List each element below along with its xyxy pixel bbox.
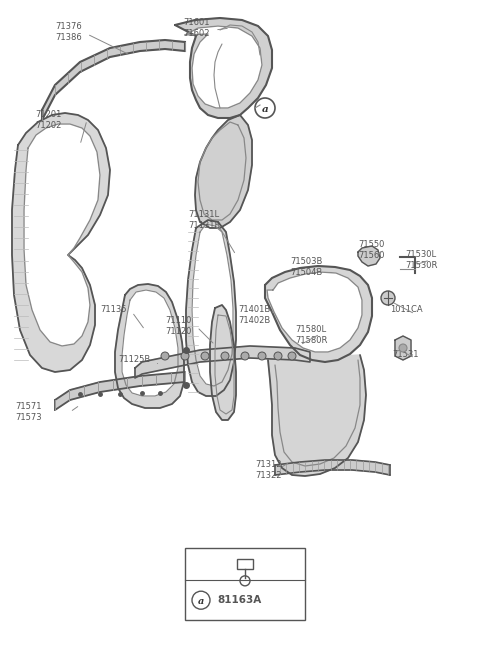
Text: 71110
71120: 71110 71120: [165, 316, 192, 336]
Circle shape: [399, 344, 407, 352]
Text: 71125B: 71125B: [118, 355, 150, 364]
Polygon shape: [42, 40, 185, 120]
Circle shape: [181, 352, 189, 360]
Polygon shape: [115, 284, 184, 408]
Text: 71201
71202: 71201 71202: [35, 110, 61, 130]
Text: a: a: [198, 597, 204, 606]
Text: 71550
71560: 71550 71560: [358, 240, 384, 260]
Circle shape: [241, 352, 249, 360]
Polygon shape: [275, 460, 390, 475]
Polygon shape: [122, 290, 178, 396]
Circle shape: [381, 291, 395, 305]
Text: 71531: 71531: [392, 350, 419, 359]
Polygon shape: [175, 18, 272, 118]
Text: a: a: [262, 104, 268, 113]
Text: 71601
71602: 71601 71602: [183, 18, 209, 38]
Polygon shape: [195, 115, 252, 228]
Polygon shape: [268, 355, 366, 476]
Circle shape: [274, 352, 282, 360]
Text: 71312
71322: 71312 71322: [255, 460, 281, 480]
Text: 71135: 71135: [100, 305, 127, 314]
Circle shape: [201, 352, 209, 360]
Polygon shape: [55, 372, 185, 410]
Text: 81163A: 81163A: [217, 596, 261, 605]
Text: 71131L
71131R: 71131L 71131R: [188, 210, 220, 230]
Text: 71376
71386: 71376 71386: [55, 22, 82, 42]
Text: 71530L
71530R: 71530L 71530R: [405, 250, 437, 270]
Polygon shape: [395, 336, 411, 360]
Circle shape: [288, 352, 296, 360]
Polygon shape: [267, 272, 362, 352]
Polygon shape: [265, 266, 372, 362]
Text: 71401B
71402B: 71401B 71402B: [238, 305, 270, 325]
Text: 71580L
71580R: 71580L 71580R: [295, 325, 327, 345]
Circle shape: [258, 352, 266, 360]
Circle shape: [161, 352, 169, 360]
Text: 71503B
71504B: 71503B 71504B: [290, 257, 323, 277]
Polygon shape: [24, 124, 100, 346]
Polygon shape: [186, 220, 236, 396]
Polygon shape: [12, 113, 110, 372]
Polygon shape: [192, 224, 233, 386]
Polygon shape: [210, 305, 236, 420]
Bar: [237, 559, 253, 569]
Polygon shape: [135, 346, 310, 378]
Polygon shape: [358, 246, 380, 266]
Polygon shape: [185, 26, 262, 108]
Bar: [185, 548, 305, 620]
Text: 71571
71573: 71571 71573: [15, 402, 42, 422]
Text: 1011CA: 1011CA: [390, 305, 422, 314]
Circle shape: [221, 352, 229, 360]
